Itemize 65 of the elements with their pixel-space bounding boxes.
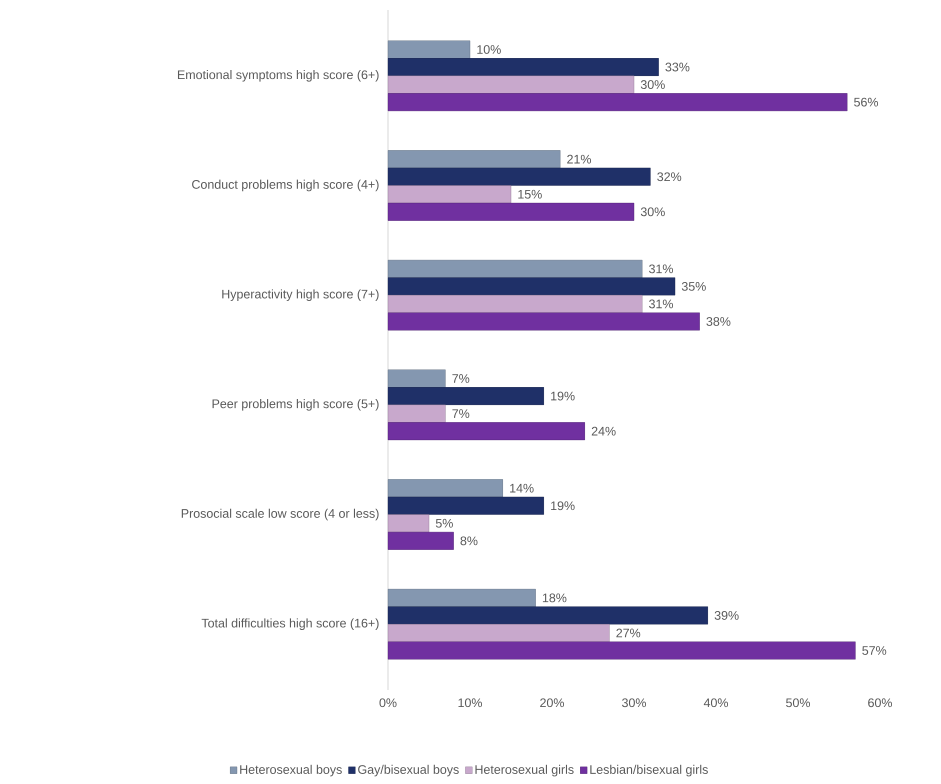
data-label: 21% <box>567 154 592 164</box>
x-tick-label: 40% <box>704 698 728 708</box>
x-tick-label: 60% <box>868 698 892 708</box>
data-label: 7% <box>452 409 470 418</box>
data-label: 30% <box>640 80 665 89</box>
y-tick-label: Peer problems high score (5+) <box>212 399 379 411</box>
data-label: 38% <box>706 317 730 326</box>
y-tick-label: Emotional symptoms high score (6+) <box>178 70 379 82</box>
data-label: 14% <box>510 484 534 493</box>
legend-label: Heterosexual girls <box>475 764 574 776</box>
legend-label: Gay/bisexual boys <box>358 764 459 776</box>
data-label: 19% <box>551 501 575 510</box>
bar <box>388 422 586 440</box>
bar <box>388 387 544 406</box>
data-label: 10% <box>477 45 501 54</box>
data-label: 35% <box>682 282 706 291</box>
data-label: 39% <box>714 611 739 620</box>
y-tick-label: Prosocial scale low score (4 or less) <box>182 508 379 520</box>
legend-label: Heterosexual boys <box>240 764 342 776</box>
bar <box>388 294 642 313</box>
bar <box>388 40 470 58</box>
y-tick-label: Conduct problems high score (4+) <box>192 180 379 192</box>
x-tick-label: 20% <box>540 698 564 708</box>
data-label: 56% <box>854 98 878 107</box>
bar <box>388 185 512 204</box>
bar <box>388 514 430 532</box>
x-tick-label: 10% <box>458 698 482 708</box>
data-label: 24% <box>592 426 616 436</box>
data-label: 57% <box>862 646 886 655</box>
bar <box>388 93 848 112</box>
bar <box>388 168 651 186</box>
data-label: 32% <box>657 172 682 182</box>
data-label: 7% <box>452 374 470 383</box>
bar <box>388 496 544 515</box>
x-tick-label: 50% <box>786 698 810 708</box>
data-label: 5% <box>436 518 453 528</box>
bar <box>388 404 446 423</box>
bar <box>388 606 708 624</box>
x-tick-label: 0% <box>379 698 397 708</box>
legend-label: Lesbian/bisexual girls <box>590 764 708 776</box>
bar <box>388 642 856 660</box>
bar <box>388 277 676 296</box>
bar <box>388 58 659 76</box>
bar <box>388 260 642 278</box>
data-label: 15% <box>518 190 542 199</box>
y-tick-label: Total difficulties high score (16+) <box>202 618 379 630</box>
data-label: 19% <box>551 392 575 400</box>
y-tick-label: Hyperactivity high score (7+) <box>222 289 379 301</box>
x-tick-label: 30% <box>622 698 646 708</box>
bar <box>388 76 634 94</box>
bar <box>388 624 610 642</box>
bar <box>388 370 446 388</box>
data-label: 8% <box>460 536 478 546</box>
bar <box>388 479 504 498</box>
bar <box>388 532 454 550</box>
data-label: 31% <box>649 264 674 274</box>
bar <box>388 150 560 168</box>
data-label: 33% <box>665 62 690 72</box>
data-label: 31% <box>649 300 674 308</box>
data-label: 27% <box>616 628 640 638</box>
bar <box>388 588 536 607</box>
bar <box>388 202 634 221</box>
data-label: 18% <box>542 593 566 602</box>
data-label: 30% <box>640 207 665 216</box>
bar <box>388 312 700 330</box>
